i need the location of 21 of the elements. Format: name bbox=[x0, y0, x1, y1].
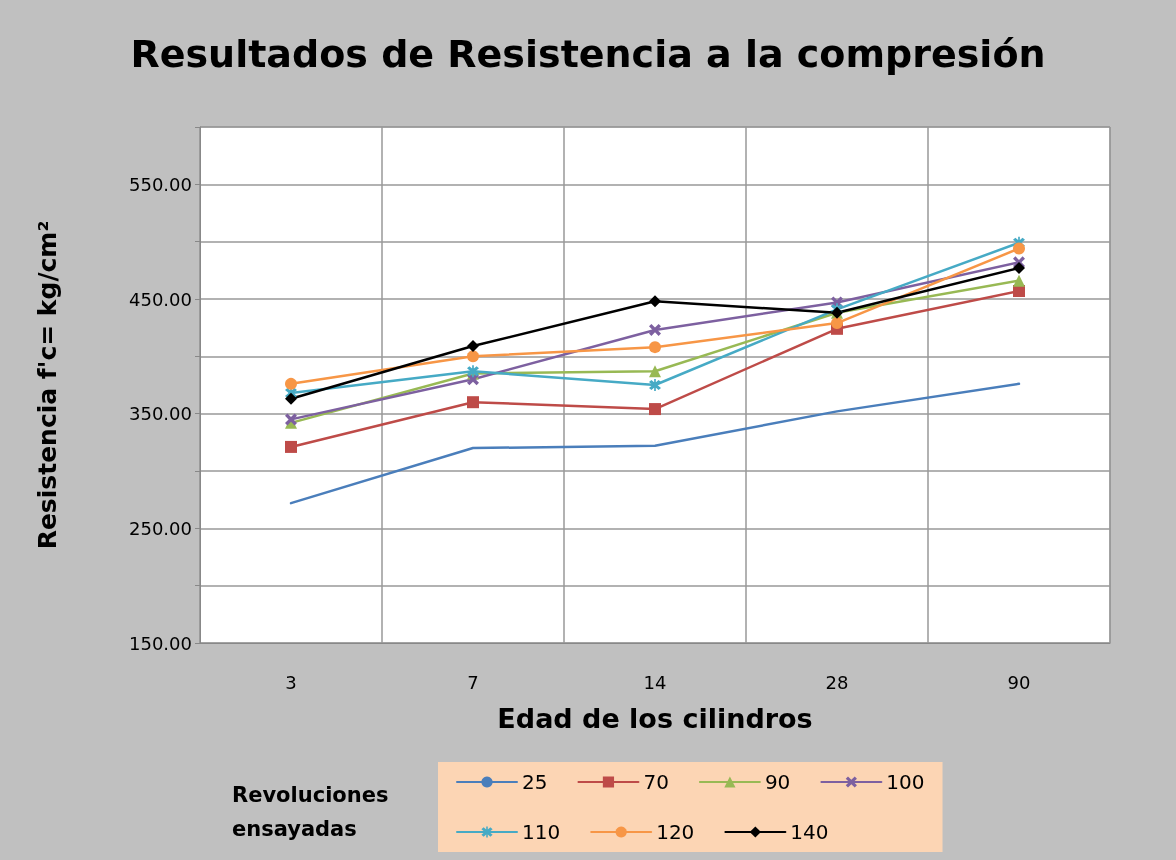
legend-label: 100 bbox=[886, 770, 925, 794]
y-axis-title: Resistencia f'c= kg/cm² bbox=[33, 220, 62, 550]
x-tick-label: 90 bbox=[1007, 671, 1031, 693]
y-tick-label: 450.00 bbox=[129, 288, 192, 310]
y-tick-label: 150.00 bbox=[129, 632, 192, 654]
legend-label: 110 bbox=[522, 820, 561, 844]
x-tick-label: 7 bbox=[467, 671, 479, 693]
y-tick-label: 550.00 bbox=[129, 173, 192, 195]
legend-label: 120 bbox=[656, 820, 695, 844]
x-axis-title: Edad de los cilindros bbox=[497, 703, 813, 734]
legend-label: 25 bbox=[522, 770, 548, 794]
legend-label: 140 bbox=[790, 820, 829, 844]
x-tick-label: 3 bbox=[285, 671, 297, 693]
y-tick-label: 250.00 bbox=[129, 517, 192, 539]
x-tick-label: 28 bbox=[825, 671, 849, 693]
legend-title: Revoluciones ensayadas bbox=[232, 783, 389, 841]
legend-label: 90 bbox=[764, 770, 791, 794]
legend-label: 70 bbox=[643, 770, 669, 794]
y-tick-label: 350.00 bbox=[129, 403, 192, 425]
chart-title: Resultados de Resistencia a la compresión bbox=[130, 32, 1046, 76]
x-tick-label: 14 bbox=[643, 671, 667, 693]
